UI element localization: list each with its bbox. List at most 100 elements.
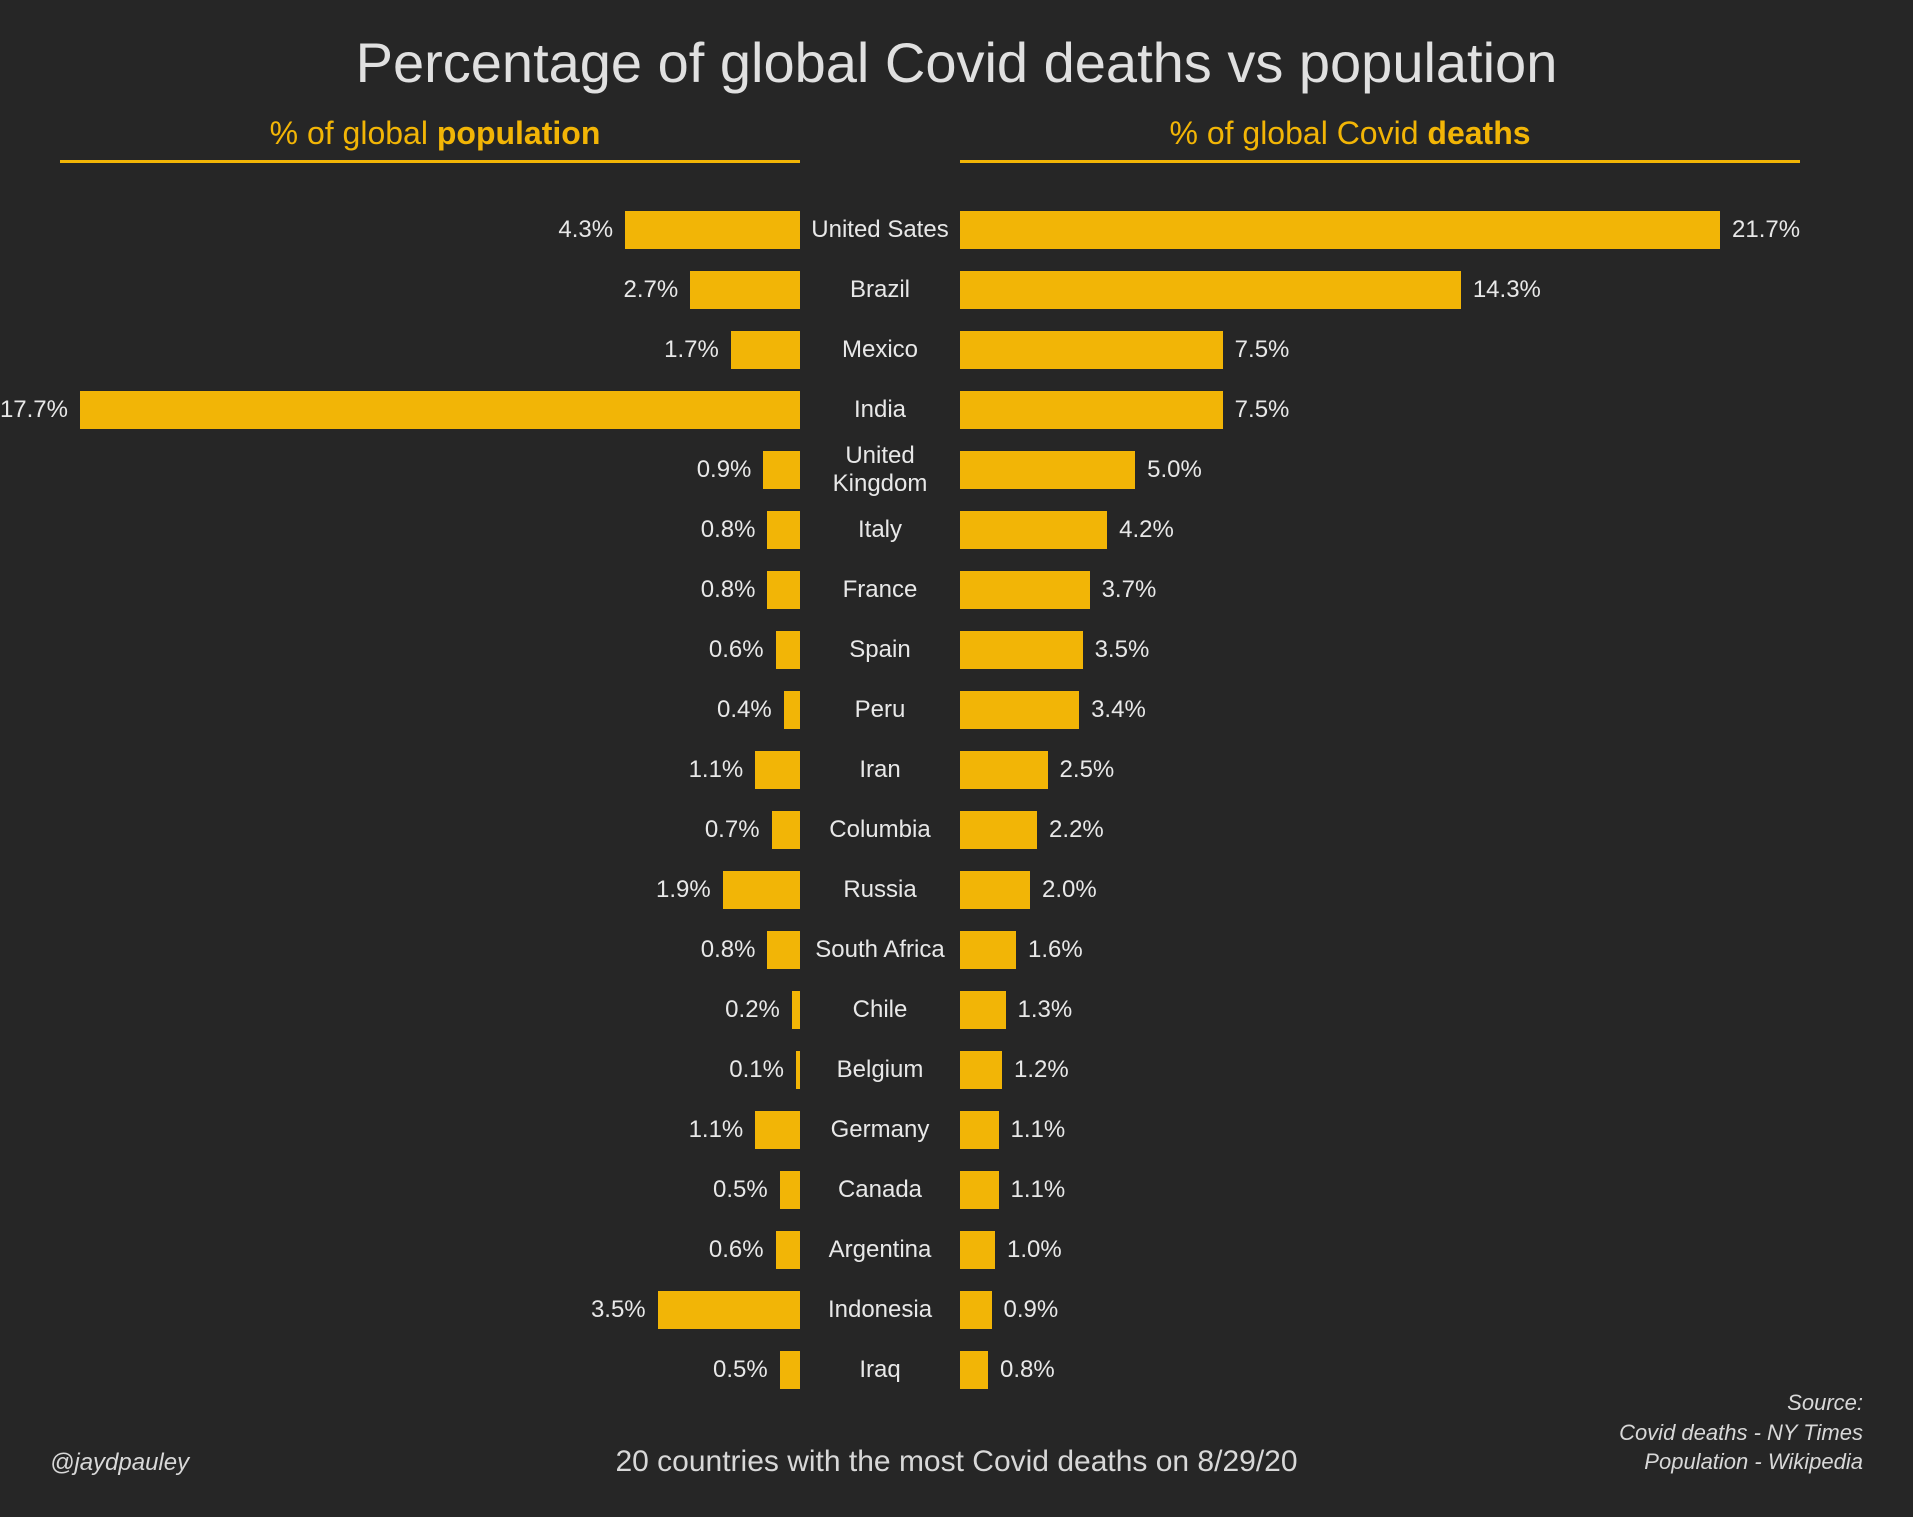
population-value: 1.9% xyxy=(656,876,711,904)
chart-row: 0.5%Canada1.1% xyxy=(0,1160,1913,1220)
country-label: Iran xyxy=(800,756,960,784)
population-bar xyxy=(755,751,800,789)
chart-row: 0.4%Peru3.4% xyxy=(0,680,1913,740)
chart-row: 17.7%India7.5% xyxy=(0,380,1913,440)
population-value: 2.7% xyxy=(623,276,678,304)
deaths-bar xyxy=(960,1051,1002,1089)
population-value: 1.1% xyxy=(689,1116,744,1144)
deaths-value: 3.4% xyxy=(1091,696,1146,724)
population-bar xyxy=(625,211,800,249)
deaths-bar xyxy=(960,991,1006,1029)
deaths-value: 5.0% xyxy=(1147,456,1202,484)
country-label: Indonesia xyxy=(800,1296,960,1324)
footer-source: Source: Covid deaths - NY Times Populati… xyxy=(1619,1388,1863,1477)
deaths-value: 1.3% xyxy=(1018,996,1073,1024)
deaths-bar xyxy=(960,1291,992,1329)
population-bar xyxy=(767,571,800,609)
right-heading-bold: deaths xyxy=(1427,115,1530,151)
population-bar xyxy=(731,331,800,369)
population-bar xyxy=(658,1291,800,1329)
population-value: 17.7% xyxy=(0,396,68,424)
deaths-value: 14.3% xyxy=(1473,276,1541,304)
population-bar xyxy=(784,691,800,729)
population-bar xyxy=(690,271,800,309)
population-value: 0.6% xyxy=(709,1236,764,1264)
country-label: Columbia xyxy=(800,816,960,844)
deaths-bar xyxy=(960,1351,988,1389)
deaths-bar xyxy=(960,931,1016,969)
country-label: Russia xyxy=(800,876,960,904)
country-label: United Kingdom xyxy=(800,442,960,498)
population-bar xyxy=(723,871,800,909)
deaths-value: 3.7% xyxy=(1102,576,1157,604)
deaths-bar xyxy=(960,871,1030,909)
right-heading-prefix: % of global Covid xyxy=(1169,115,1427,151)
population-value: 0.8% xyxy=(701,516,756,544)
chart-rows: 4.3% United Sates 21.7% 2.7% Brazil 14.3% 1.7%… xyxy=(0,200,1913,1400)
population-value: 0.5% xyxy=(713,1356,768,1384)
chart-row: 0.6%Spain3.5% xyxy=(0,620,1913,680)
population-value: 1.7% xyxy=(664,336,719,364)
country-label: Spain xyxy=(800,636,960,664)
chart-row: 1.1%Germany1.1% xyxy=(0,1100,1913,1160)
left-heading: % of global population xyxy=(90,115,780,152)
footer-source-line1: Source: xyxy=(1619,1388,1863,1418)
population-bar xyxy=(80,391,800,429)
deaths-value: 1.2% xyxy=(1014,1056,1069,1084)
country-label: Germany xyxy=(800,1116,960,1144)
deaths-value: 4.2% xyxy=(1119,516,1174,544)
population-bar xyxy=(763,451,800,489)
deaths-value: 7.5% xyxy=(1235,396,1290,424)
deaths-bar xyxy=(960,1231,995,1269)
population-bar xyxy=(776,1231,800,1269)
chart-row: 2.7% Brazil 14.3% xyxy=(0,260,1913,320)
population-value: 0.4% xyxy=(717,696,772,724)
left-heading-rule xyxy=(60,160,800,163)
chart-row: 3.5% Indonesia 0.9% xyxy=(0,1280,1913,1340)
population-value: 0.1% xyxy=(729,1056,784,1084)
population-value: 0.7% xyxy=(705,816,760,844)
deaths-bar xyxy=(960,391,1223,429)
population-value: 1.1% xyxy=(689,756,744,784)
deaths-bar xyxy=(960,511,1107,549)
footer-source-line2: Covid deaths - NY Times xyxy=(1619,1418,1863,1448)
population-bar xyxy=(755,1111,800,1149)
deaths-value: 2.0% xyxy=(1042,876,1097,904)
population-value: 4.3% xyxy=(558,216,613,244)
deaths-value: 1.6% xyxy=(1028,936,1083,964)
population-value: 0.9% xyxy=(697,456,752,484)
country-label: United Sates xyxy=(800,216,960,244)
chart-row: 0.8%France3.7% xyxy=(0,560,1913,620)
right-heading-rule xyxy=(960,160,1800,163)
country-label: Iraq xyxy=(800,1356,960,1384)
chart-title: Percentage of global Covid deaths vs pop… xyxy=(0,30,1913,95)
country-label: Italy xyxy=(800,516,960,544)
deaths-value: 0.9% xyxy=(1004,1296,1059,1324)
chart-row: 0.6%Argentina1.0% xyxy=(0,1220,1913,1280)
population-value: 0.8% xyxy=(701,936,756,964)
population-value: 3.5% xyxy=(591,1296,646,1324)
country-label: South Africa xyxy=(800,936,960,964)
left-heading-bold: population xyxy=(437,115,601,151)
population-value: 0.6% xyxy=(709,636,764,664)
deaths-bar xyxy=(960,1171,999,1209)
deaths-bar xyxy=(960,631,1083,669)
deaths-bar xyxy=(960,691,1079,729)
deaths-value: 21.7% xyxy=(1732,216,1800,244)
population-bar xyxy=(780,1351,800,1389)
chart-row: 0.7% Columbia 2.2% xyxy=(0,800,1913,860)
chart-row: 0.1% Belgium 1.2% xyxy=(0,1040,1913,1100)
chart-row: 1.7%Mexico7.5% xyxy=(0,320,1913,380)
deaths-value: 2.2% xyxy=(1049,816,1104,844)
population-value: 0.2% xyxy=(725,996,780,1024)
deaths-value: 2.5% xyxy=(1060,756,1115,784)
deaths-value: 7.5% xyxy=(1235,336,1290,364)
population-bar xyxy=(767,931,800,969)
deaths-bar xyxy=(960,751,1048,789)
population-bar xyxy=(772,811,800,849)
chart-row: 1.1% Iran 2.5% xyxy=(0,740,1913,800)
country-label: Brazil xyxy=(800,276,960,304)
population-bar xyxy=(792,991,800,1029)
chart-row: 4.3% United Sates 21.7% xyxy=(0,200,1913,260)
country-label: Belgium xyxy=(800,1056,960,1084)
